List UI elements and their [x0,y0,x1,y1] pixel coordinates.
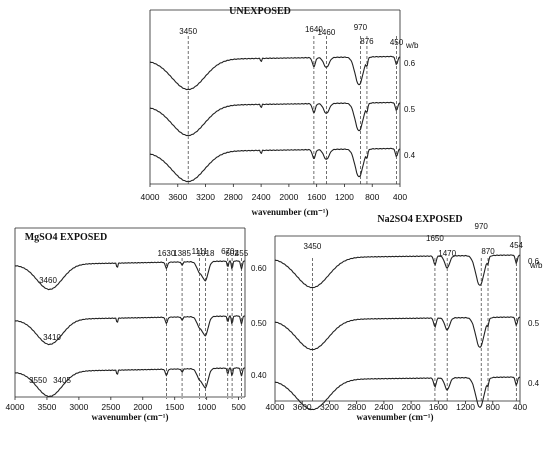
x-tick-label: 4000 [6,402,25,412]
series-ratio-label: 0.4 [528,379,540,388]
x-tick-label: 1000 [197,402,216,412]
series-ratio-label: 0.5 [528,319,540,328]
x-tick-label: 2800 [224,192,243,202]
x-tick-label: 800 [486,402,500,412]
x-axis-label: wavenumber (cm⁻¹) [91,412,168,422]
x-tick-label: 400 [393,192,407,202]
panel-title: MgSO4 EXPOSED [25,232,108,243]
series-ratio-label: 0.4 [404,151,416,160]
series-ratio-label: 0.6 [404,59,416,68]
peak-label: 1640 [305,25,323,34]
panel-title: Na2SO4 EXPOSED [377,214,462,225]
spectrum-line [274,376,521,411]
peak-label: 454 [510,241,524,250]
x-tick-label: 2000 [133,402,152,412]
peak-label: 3450 [304,242,322,251]
curve-label: 3405 [53,376,71,385]
x-tick-label: 3500 [37,402,56,412]
peak-label: 970 [475,222,489,231]
peak-label: 602 [225,249,239,258]
spectrum-line [274,254,521,289]
peak-label: 1018 [197,249,215,258]
spectrum-line [149,55,401,91]
peak-label: 1650 [426,234,444,243]
x-tick-label: 1600 [307,192,326,202]
peak-label: 870 [481,247,495,256]
spectrum-line [14,366,245,398]
peak-label: 450 [390,38,404,47]
spectrum-panel-2: MgSO4 EXPOSED 4000 3500 3000 2500 2000 1500 100… [6,227,267,422]
x-tick-label: 2000 [279,192,298,202]
x-tick-label: 3600 [293,402,312,412]
x-tick-label: 2000 [402,402,421,412]
x-tick-label: 2500 [101,402,120,412]
spectrum-line [274,316,521,351]
series-ratio-label: 0.40 [251,371,267,380]
spectrum-line [149,147,401,183]
x-tick-label: 1200 [456,402,475,412]
x-tick-label: 3200 [320,402,339,412]
ratio-header: w/b [529,261,543,270]
peak-label: 876 [360,37,374,46]
spectrum-panel-3: Na2SO4 EXPOSED 4000 3600 3200 2800 2400 2000 16… [266,214,543,422]
curve-label: 3550 [29,376,47,385]
x-tick-label: 400 [513,402,527,412]
x-axis-label: wavenumber (cm⁻¹) [251,207,328,217]
peak-label: 3450 [179,27,197,36]
ratio-header: w/b [405,41,419,50]
peak-label: 1111 [192,247,209,256]
peak-label: 970 [354,23,368,32]
series-ratio-label: 0.60 [251,264,267,273]
curve-label: 3410 [43,333,61,342]
series-ratio-label: 0.6 [528,257,540,266]
x-tick-label: 3000 [69,402,88,412]
x-tick-label: 4000 [141,192,160,202]
spectrum-panel-1: UNEXPOSED 4000 3600 3200 2800 2400 2000 1600 120… [141,6,419,217]
series-ratio-label: 0.50 [251,319,267,328]
x-tick-label: 1600 [429,402,448,412]
spectrum-line [14,259,245,291]
spectrum-line [14,314,245,346]
series-ratio-label: 0.5 [404,105,416,114]
peak-label: 1460 [317,28,335,37]
curve-label: 3460 [39,276,57,285]
peak-label: 455 [235,249,249,258]
x-tick-label: 1200 [335,192,354,202]
spectrum-line [149,101,401,137]
x-tick-label: 3200 [196,192,215,202]
x-axis-label: wavenumber (cm⁻¹) [356,412,433,422]
x-tick-label: 3600 [168,192,187,202]
x-tick-label: 4000 [266,402,285,412]
x-tick-label: 1500 [165,402,184,412]
x-tick-label: 500 [232,402,246,412]
peak-label: 670 [221,247,235,256]
peak-label: 1385 [173,249,191,258]
x-tick-label: 800 [365,192,379,202]
x-tick-label: 2400 [374,402,393,412]
peak-label: 1470 [438,249,456,258]
x-tick-label: 2800 [347,402,366,412]
x-tick-label: 2400 [252,192,271,202]
panel-title: UNEXPOSED [229,6,291,17]
peak-label: 1630 [158,249,176,258]
